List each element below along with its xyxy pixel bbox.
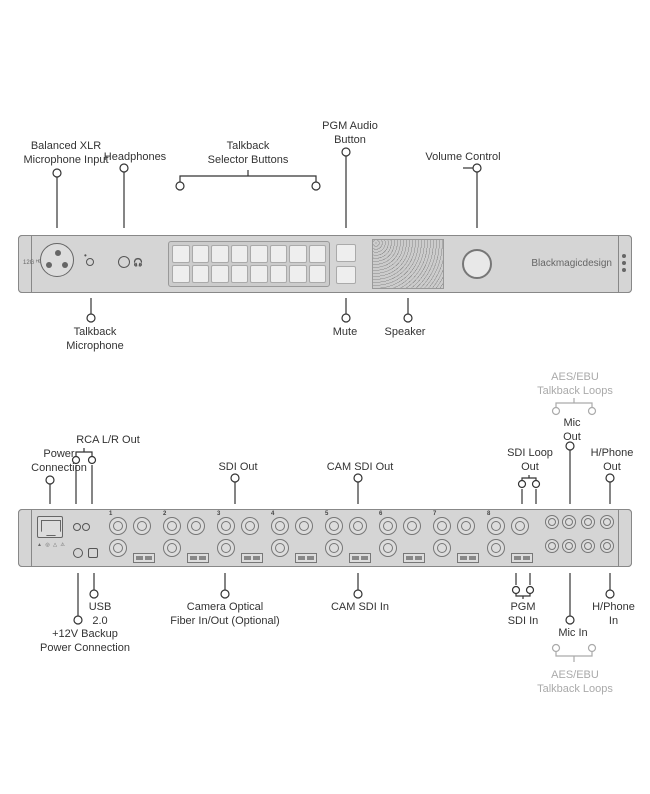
- rear-bottom-callouts: [0, 0, 650, 720]
